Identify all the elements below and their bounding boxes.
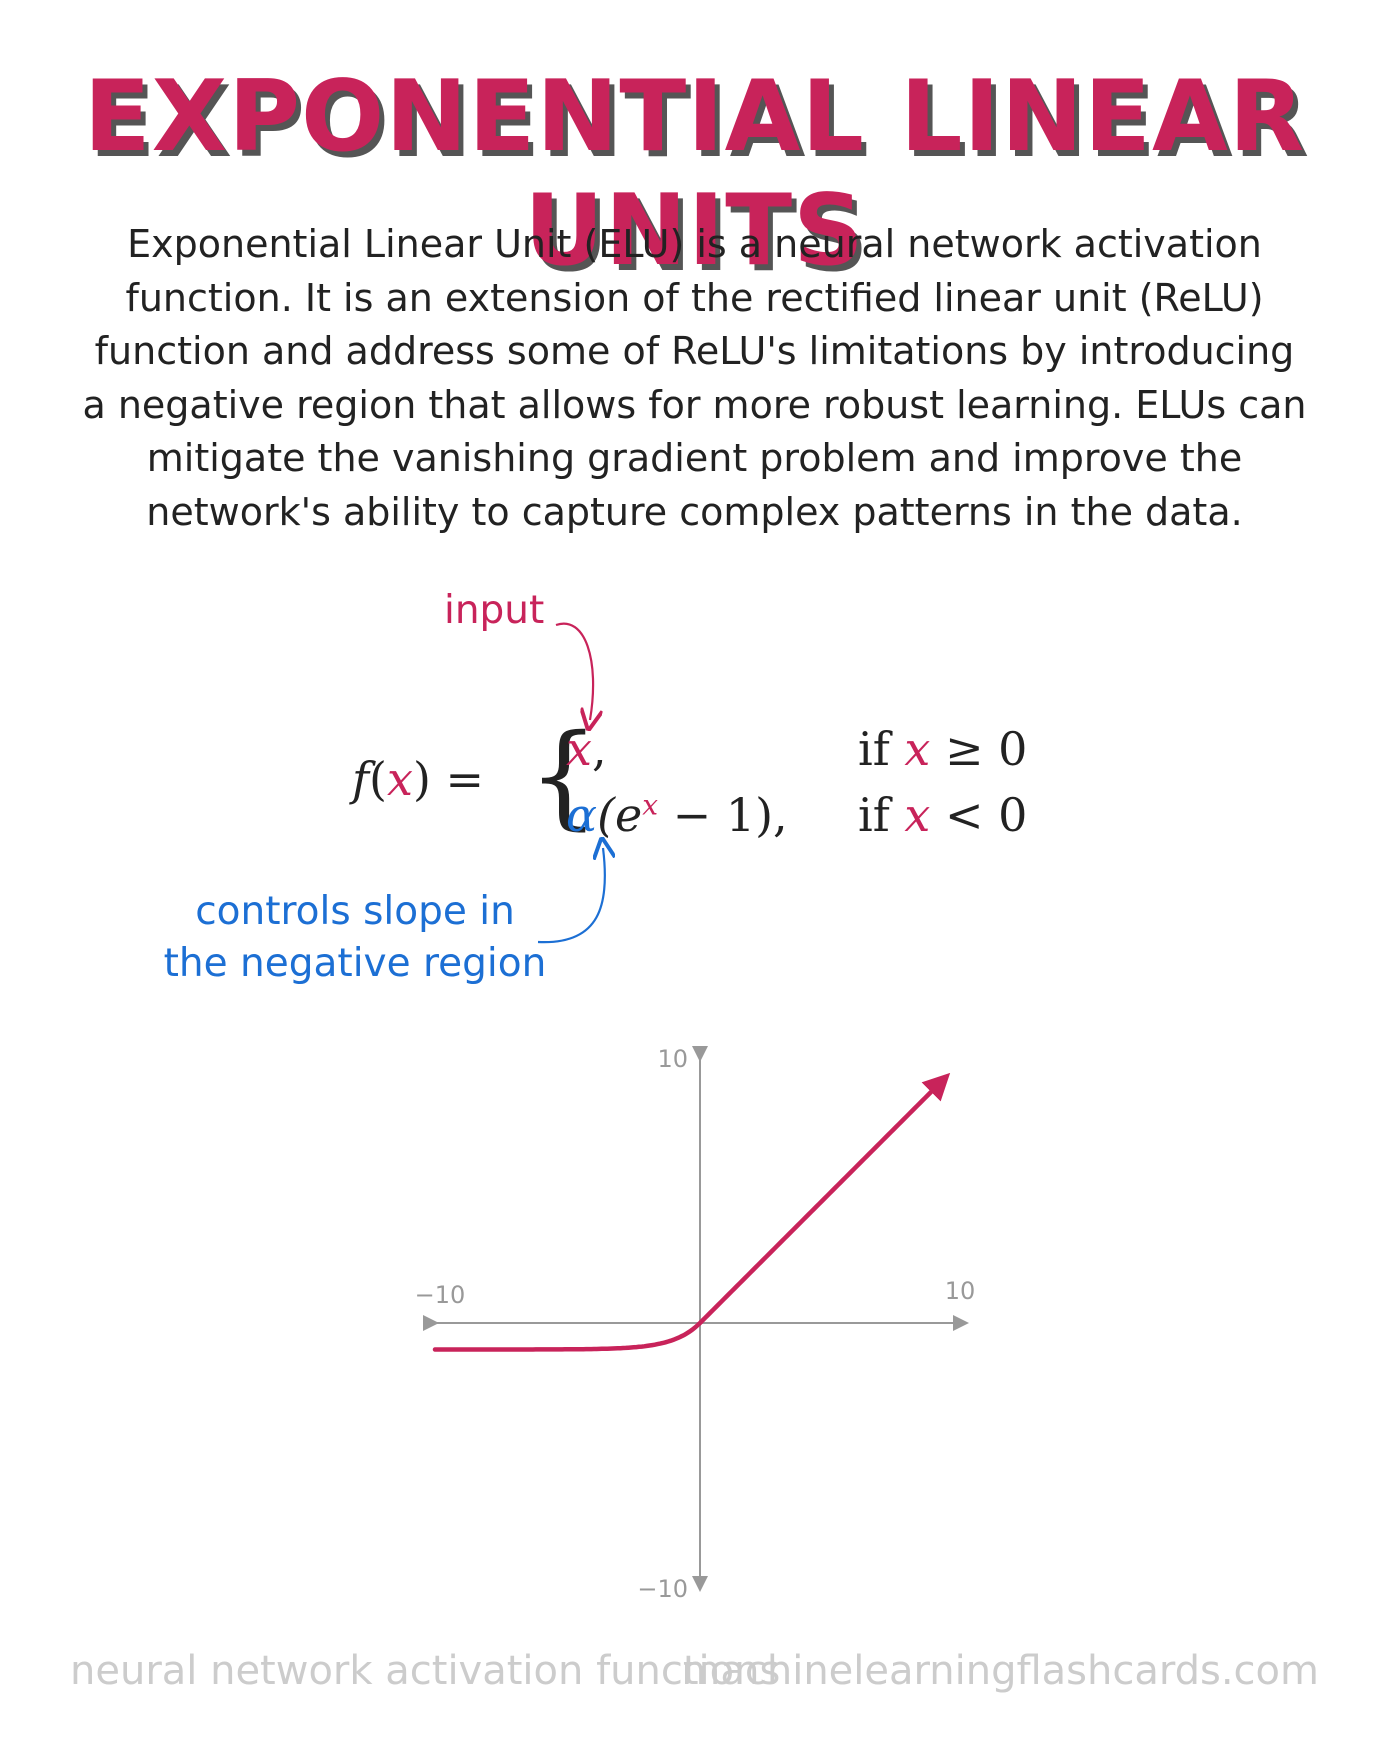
y-tick-min: −10 [637, 1575, 688, 1603]
formula-lhs-x: x [386, 752, 413, 806]
formula-lhs-close: ) = [412, 752, 485, 806]
formula-case2-cond-rest: < 0 [944, 788, 1028, 842]
formula-case2-if: if [858, 788, 890, 842]
formula-case1-if: if [858, 722, 890, 776]
alpha-annotation: controls slope in the negative region [163, 889, 547, 986]
formula-brace: { [528, 711, 600, 841]
formula-case2-expr: α(ex − 1), [566, 788, 788, 842]
x-tick-min: −10 [415, 1281, 466, 1309]
formula-case2-rest: − 1), [672, 788, 788, 842]
formula-case2-open: (e [597, 788, 643, 842]
formula-case2-cond: if x < 0 [858, 788, 1027, 842]
formula-lhs: f(x) = [352, 752, 484, 806]
footer-topic: neural network activation functions [70, 1648, 781, 1694]
formula-case1-cond-rest: ≥ 0 [944, 722, 1028, 776]
page-title: EXPONENTIAL LINEAR UNITS [83, 60, 1306, 288]
formula-case1-cond: if x ≥ 0 [858, 722, 1027, 776]
input-annotation: input [444, 588, 545, 633]
y-tick-max: 10 [657, 1045, 688, 1073]
alpha-arrow [537, 848, 605, 944]
x-tick-max: 10 [945, 1277, 976, 1305]
formula-case1-comma: , [591, 722, 607, 776]
formula-alpha: α [566, 788, 598, 842]
elu-curve [432, 1072, 951, 1352]
formula-case2-cond-x: x [904, 788, 931, 842]
formula-f: f [352, 752, 370, 806]
formula-case2-sup: x [642, 788, 659, 822]
description-text: Exponential Linear Unit (ELU) is a neura… [82, 222, 1307, 534]
formula-case1-cond-x: x [904, 722, 931, 776]
input-arrow [555, 622, 593, 720]
footer-website: machinelearningflashcards.com [681, 1648, 1319, 1694]
formula-lhs-open: ( [369, 752, 387, 806]
